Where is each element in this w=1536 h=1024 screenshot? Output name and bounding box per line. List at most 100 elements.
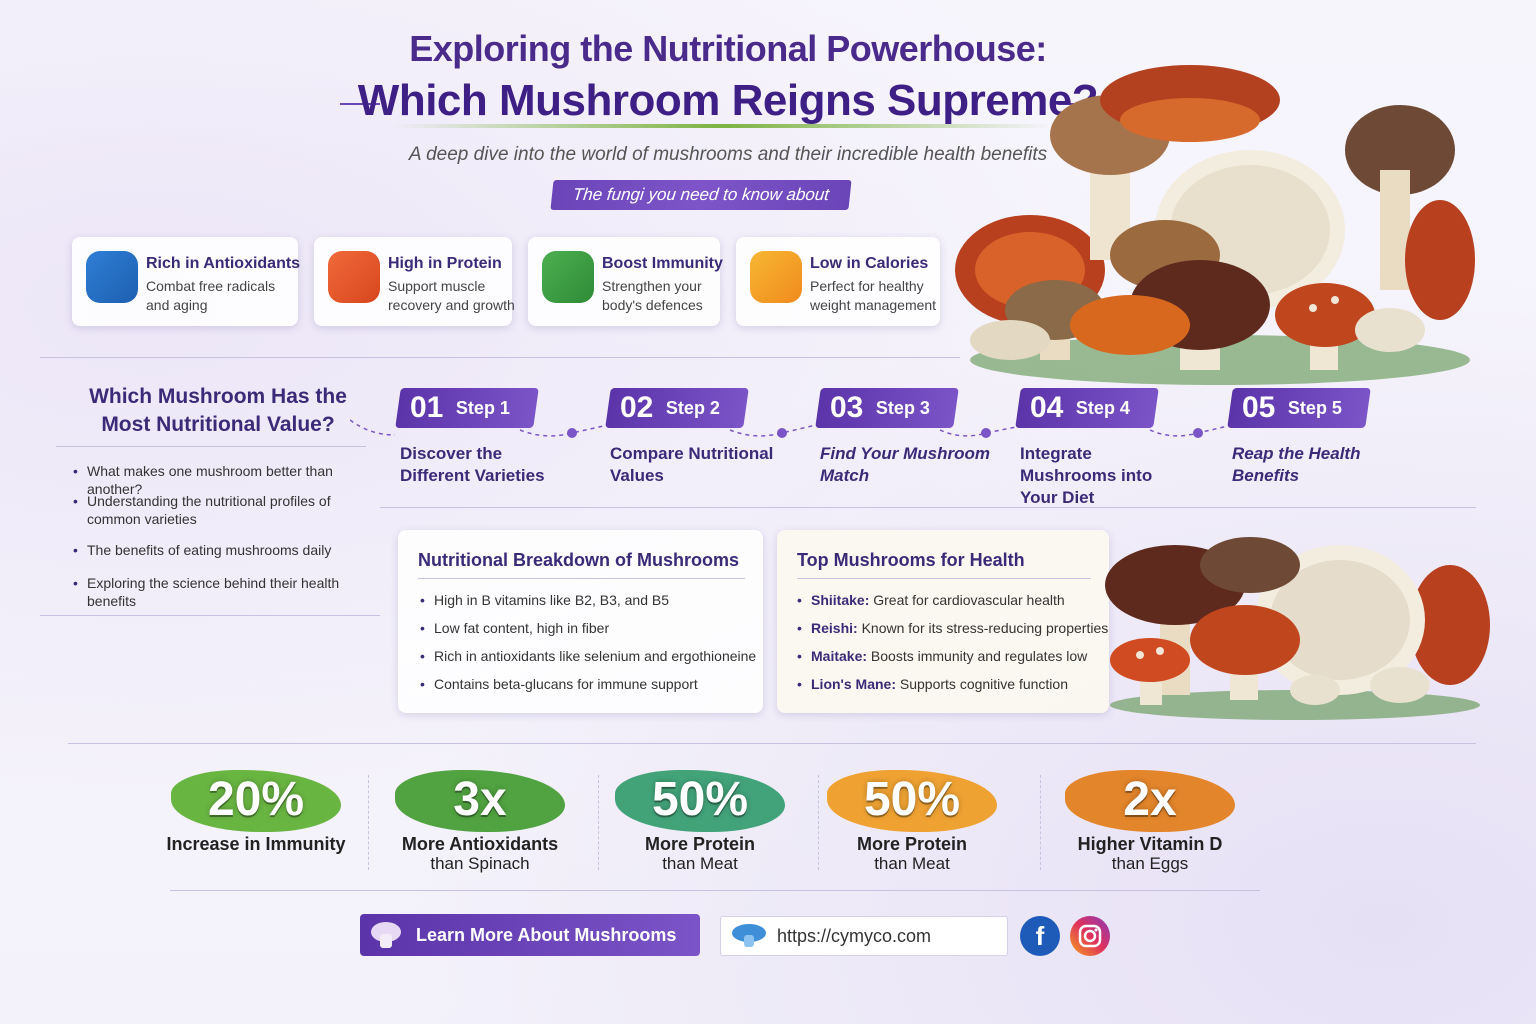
step-badge: 04 Step 4 (1015, 388, 1159, 428)
url-text: https://cymyco.com (777, 926, 932, 946)
breakdown-title: Nutritional Breakdown of Mushrooms (418, 550, 740, 570)
tag-banner: The fungi you need to know about (550, 180, 852, 210)
step-label: Step 3 (875, 398, 930, 418)
divider (40, 615, 380, 616)
step-text: Integrate Mushrooms into Your Diet (1020, 444, 1153, 507)
mushroom-benefit: Boosts immunity and regulates low (870, 648, 1088, 664)
step-connector (350, 419, 1233, 438)
stat-brush (1065, 770, 1235, 832)
learn-more-label: Learn More About Mushrooms (416, 925, 677, 945)
step-badge: 03 Step 3 (815, 388, 959, 428)
stat-brush (827, 770, 997, 832)
step-text: Compare Nutritional Values (610, 444, 774, 485)
separator (598, 775, 599, 870)
separator (1040, 775, 1041, 870)
url-link[interactable]: https://cymyco.com (720, 916, 1008, 956)
step-number: 01 (410, 391, 444, 424)
intro-title: Which Mushroom Has the Most Nutritional … (89, 385, 347, 436)
button-icon (371, 922, 401, 948)
feature-icon (750, 251, 802, 303)
instagram-icon[interactable] (1070, 916, 1110, 956)
stat-brush (171, 770, 341, 832)
step-number: 02 (620, 391, 654, 424)
mushroom-benefit: Great for cardiovascular health (873, 592, 1065, 608)
top-mushrooms-card: Top Mushrooms for Health Shiitake: Great… (777, 530, 1109, 713)
stat-label: than Eggs (1111, 854, 1189, 873)
intro-bullet: Exploring the science behind their healt… (73, 574, 387, 610)
step-label: Step 5 (1287, 398, 1342, 418)
facebook-icon[interactable]: f (1020, 916, 1060, 956)
stat-label: More Antioxidants (401, 834, 559, 854)
intro-bullet: The benefits of eating mushrooms daily (73, 541, 387, 559)
mushroom-benefit: Known for its stress-reducing properties (861, 620, 1109, 636)
top-mushroom-item: Shiitake: Great for cardiovascular healt… (797, 592, 1065, 608)
breakdown-item: Contains beta-glucans for immune support (420, 676, 698, 692)
stat-value: 2x (1123, 773, 1177, 826)
divider (68, 743, 1476, 744)
feature-card: Boost Immunity Strengthen your body's def… (528, 237, 723, 326)
stat-value: 50% (651, 773, 749, 826)
feature-title: High in Protein (388, 255, 502, 272)
stat-brush (395, 770, 565, 832)
mushroom-illustration (1105, 537, 1490, 720)
step-badge: 05 Step 5 (1227, 388, 1371, 428)
stat-brush (615, 770, 785, 832)
divider (418, 578, 745, 579)
step-text: Find Your Mushroom Match (820, 444, 990, 485)
mushroom-illustration (955, 65, 1475, 385)
divider (380, 507, 1476, 508)
feature-icon (328, 251, 380, 303)
stat-label: than Meat (662, 854, 738, 873)
feature-icon (542, 251, 594, 303)
feature-card: High in Protein Support muscle recovery a… (314, 237, 515, 326)
step-label: Step 2 (665, 398, 720, 418)
separator (368, 775, 369, 870)
step-badge: 02 Step 2 (605, 388, 749, 428)
feature-title: Boost Immunity (602, 255, 723, 272)
title-underline (392, 124, 1052, 128)
stat-label: than Spinach (430, 854, 530, 873)
feature-text: Strengthen your body's defences (602, 278, 703, 313)
step-text: Reap the Health Benefits (1232, 444, 1361, 485)
mushroom-name: Maitake: (811, 648, 868, 664)
top-mushrooms-title: Top Mushrooms for Health (797, 550, 1025, 570)
learn-more-button[interactable]: Learn More About Mushrooms (360, 914, 700, 956)
title-line1: Exploring the Nutritional Powerhouse: (409, 28, 1047, 69)
feature-icon (86, 251, 138, 303)
separator (818, 775, 819, 870)
stat-value: 20% (207, 773, 305, 826)
feature-title: Low in Calories (810, 255, 929, 272)
stat-label: Higher Vitamin D (1077, 834, 1223, 854)
top-mushroom-item: Maitake: Boosts immunity and regulates l… (797, 648, 1088, 664)
step-number: 03 (830, 391, 864, 424)
feature-title: Rich in Antioxidants (146, 255, 301, 272)
feature-text: Support muscle recovery and growth (388, 278, 515, 313)
url-icon (732, 924, 766, 947)
divider (40, 357, 960, 358)
stat-label: More Protein (856, 834, 967, 854)
step-text: Discover the Different Varieties (400, 444, 545, 485)
step-number: 05 (1242, 391, 1276, 424)
title-rule (340, 103, 380, 105)
breakdown-item: High in B vitamins like B2, B3, and B5 (420, 592, 669, 608)
stat-value: 50% (863, 773, 961, 826)
stat-label: Increase in Immunity (166, 834, 346, 854)
breakdown-item: Low fat content, high in fiber (420, 620, 609, 636)
mushroom-benefit: Supports cognitive function (899, 676, 1068, 692)
mushroom-name: Shiitake: (811, 592, 870, 608)
divider (170, 890, 1260, 891)
breakdown-card: Nutritional Breakdown of Mushrooms High … (398, 530, 763, 713)
step-label: Step 1 (455, 398, 510, 418)
step-number: 04 (1030, 391, 1064, 424)
feature-text: Perfect for healthy weight management (810, 278, 937, 313)
feature-text: Combat free radicals and aging (146, 278, 276, 313)
feature-card: Low in Calories Perfect for healthy weigh… (736, 237, 940, 326)
subtitle: A deep dive into the world of mushrooms … (408, 144, 1048, 165)
mushroom-name: Lion's Mane: (811, 676, 896, 692)
step-label: Step 4 (1075, 398, 1130, 418)
instagram-glyph (1078, 924, 1102, 948)
stat-label: More Protein (644, 834, 755, 854)
title-line2: Which Mushroom Reigns Supreme? (357, 76, 1099, 125)
stat-value: 3x (453, 773, 507, 826)
